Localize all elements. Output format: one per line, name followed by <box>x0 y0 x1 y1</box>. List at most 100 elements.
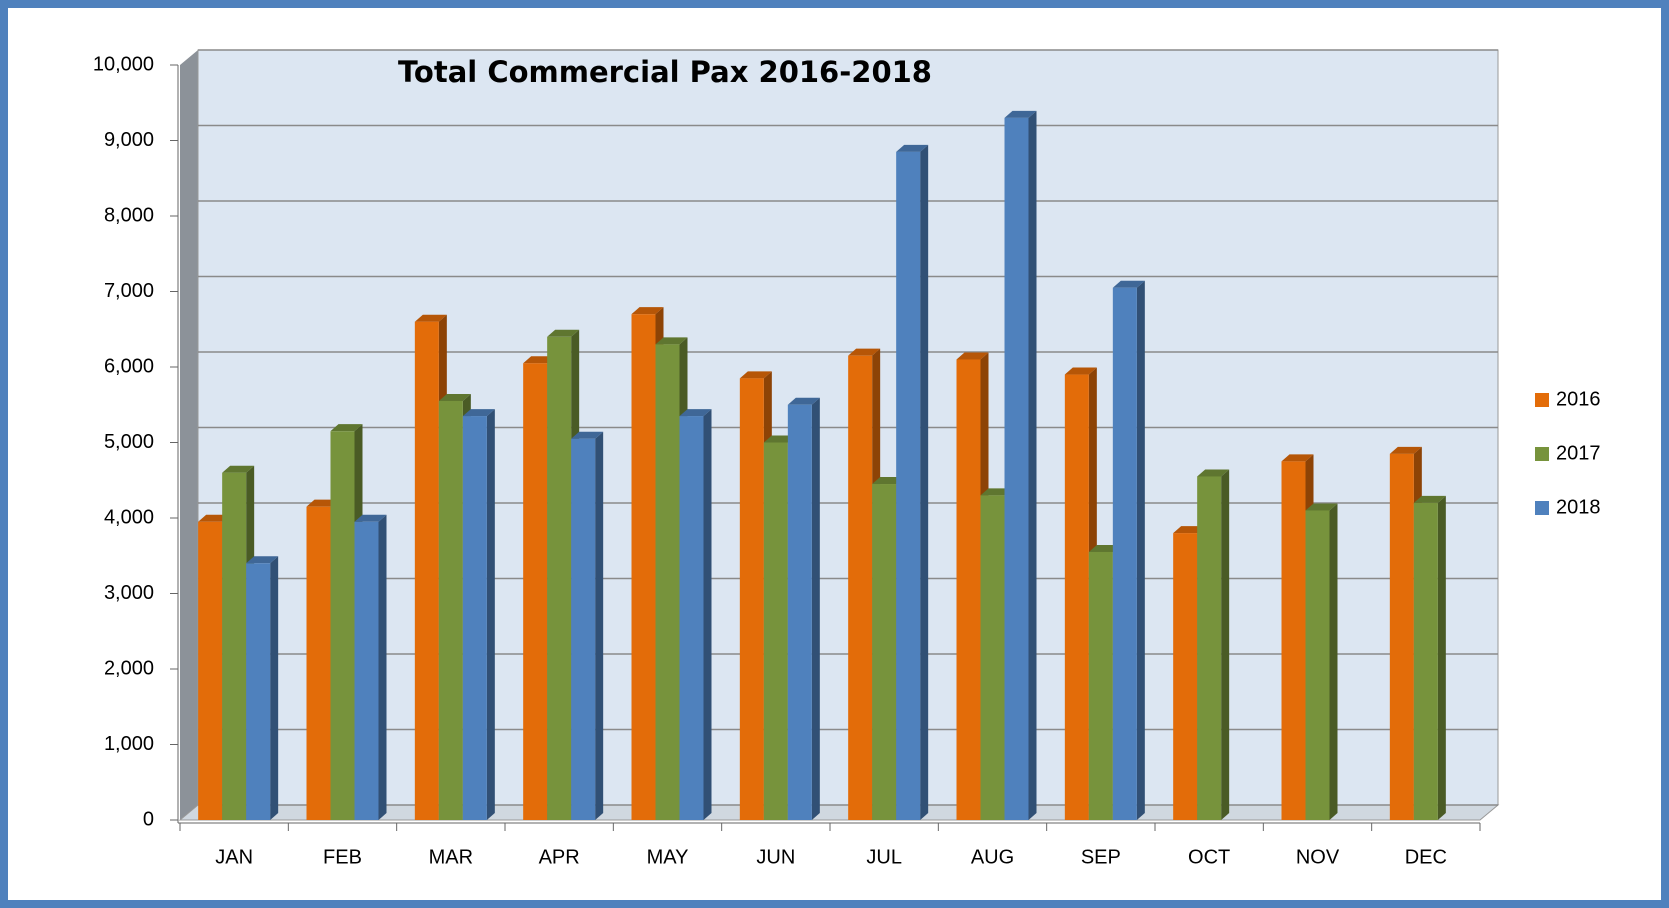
bar-top <box>1281 454 1314 462</box>
x-tick-label: NOV <box>1296 846 1340 868</box>
bar-top <box>438 393 471 401</box>
bar-side <box>1136 280 1145 821</box>
bar-face <box>1389 453 1414 820</box>
bar-top <box>896 144 929 152</box>
bar-top <box>739 371 772 379</box>
y-tick-label: 7,000 <box>104 280 154 302</box>
bar-side <box>595 431 604 820</box>
bar-face <box>872 484 897 820</box>
x-tick-label: JUL <box>866 846 902 868</box>
bar-face <box>523 363 548 820</box>
bar-face <box>679 416 704 820</box>
bar-top <box>246 556 279 564</box>
bar <box>1413 495 1446 820</box>
y-tick-label: 1,000 <box>104 733 154 755</box>
bar-side <box>811 397 820 820</box>
bar-face <box>1088 551 1113 820</box>
y-tick-label: 10,000 <box>93 53 154 75</box>
bar-top <box>330 424 363 432</box>
x-tick-label: JUN <box>756 846 795 868</box>
bar-face <box>198 521 223 820</box>
bar-top <box>222 465 255 473</box>
bar <box>787 397 820 820</box>
bar-face <box>438 400 463 820</box>
y-tick-label: 4,000 <box>104 506 154 528</box>
bar-face <box>1305 510 1330 820</box>
chart-title: Total Commercial Pax 2016-2018 <box>398 55 932 89</box>
y-tick-label: 3,000 <box>104 582 154 604</box>
bar-top <box>956 352 989 360</box>
bar-side <box>920 144 929 820</box>
bar-side <box>270 556 279 820</box>
bar-top <box>1413 495 1446 503</box>
bar-face <box>222 472 247 820</box>
legend-swatch <box>1535 393 1549 407</box>
bar-top <box>354 514 387 522</box>
bar-side <box>378 514 387 820</box>
bar <box>571 431 604 820</box>
bar-face <box>547 336 572 820</box>
x-tick-label: MAY <box>647 846 689 868</box>
bar-face <box>306 506 331 820</box>
bar-face <box>330 431 355 820</box>
bar-face <box>571 438 596 820</box>
x-tick-label: JAN <box>215 846 253 868</box>
bar-top <box>1112 280 1145 288</box>
y-tick-label: 0 <box>143 808 154 830</box>
bar-face <box>1413 502 1438 820</box>
x-tick-label: OCT <box>1188 846 1230 868</box>
legend-swatch <box>1535 447 1549 461</box>
y-tick-label: 5,000 <box>104 431 154 453</box>
bar <box>679 409 712 820</box>
bar <box>1197 469 1230 820</box>
bar-top <box>848 348 881 356</box>
bar-face <box>1281 461 1306 820</box>
bar-top <box>571 431 604 439</box>
bar-top <box>1064 367 1097 375</box>
bar <box>1112 280 1145 821</box>
bar-top <box>679 409 712 417</box>
bar-top <box>631 307 664 315</box>
bar-face <box>354 521 379 820</box>
bar-face <box>631 314 656 820</box>
bar-top <box>462 409 495 417</box>
bar-face <box>980 495 1005 820</box>
bar-side <box>1437 495 1446 820</box>
bar-face <box>1112 287 1137 821</box>
y-tick-label: 8,000 <box>104 204 154 226</box>
legend-label: 2016 <box>1556 388 1601 410</box>
bar-top <box>1004 110 1037 118</box>
x-tick-label: SEP <box>1081 846 1121 868</box>
y-tick-label: 2,000 <box>104 657 154 679</box>
bar-face <box>787 404 812 820</box>
bar-top <box>655 337 688 345</box>
x-tick-label: APR <box>539 846 580 868</box>
side-wall <box>180 50 198 820</box>
bar-top <box>414 314 447 322</box>
y-tick-label: 9,000 <box>104 129 154 151</box>
bar-top <box>1389 446 1422 454</box>
bar-side <box>703 409 712 820</box>
bar-face <box>1064 374 1089 820</box>
x-tick-label: DEC <box>1405 846 1447 868</box>
bar-face <box>896 151 921 820</box>
bar-face <box>1004 117 1029 821</box>
bar-face <box>848 355 873 820</box>
bar-side <box>1221 469 1230 820</box>
bar <box>462 409 495 820</box>
bar-side <box>1329 503 1338 820</box>
bar-face <box>246 563 271 820</box>
x-tick-label: FEB <box>323 846 362 868</box>
bar-face <box>655 344 680 820</box>
bar-side <box>1028 110 1037 821</box>
bar <box>354 514 387 820</box>
bar <box>1004 110 1037 821</box>
bar-face <box>1197 476 1222 820</box>
y-tick-label: 6,000 <box>104 355 154 377</box>
bar-face <box>739 378 764 820</box>
bar <box>1305 503 1338 820</box>
bar <box>246 556 279 820</box>
legend-label: 2018 <box>1556 496 1601 518</box>
bar-top <box>1305 503 1338 511</box>
